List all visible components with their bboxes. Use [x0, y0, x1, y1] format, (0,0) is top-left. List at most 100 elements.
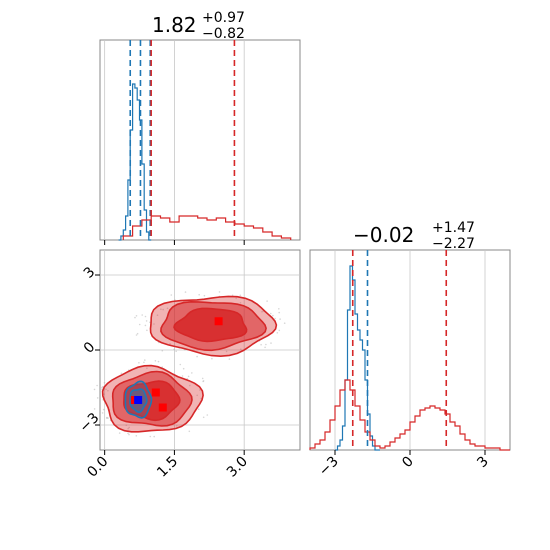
scatter-point-1-55: [278, 311, 281, 314]
scatter-point-1-27: [228, 358, 231, 360]
scatter-point-1-0: [153, 323, 155, 325]
scatter-point-1-23: [270, 342, 272, 344]
panel-bottom-left-scatter: [93, 291, 286, 438]
scatter-point-0-47: [201, 377, 204, 380]
scatter-point-1-10: [141, 314, 143, 316]
bl-ytick-label-0: −3: [77, 410, 103, 436]
scatter-point-0-34: [146, 367, 148, 370]
scatter-point-0-58: [93, 408, 96, 410]
scatter-point-1-29: [161, 349, 164, 352]
scatter-point-0-57: [189, 384, 191, 387]
scatter-point-1-20: [146, 329, 148, 332]
scatter-point-1-28: [135, 334, 138, 336]
scatter-point-1-45: [218, 291, 221, 293]
panel-bottom-left: 0.0 1.5 3.0 −3 0 3: [77, 249, 301, 481]
scatter-point-0-43: [128, 433, 130, 436]
scatter-point-1-26: [138, 323, 141, 326]
scatter-point-0-5: [138, 362, 140, 364]
scatter-point-0-44: [144, 359, 146, 361]
scatter-point-0-20: [120, 372, 123, 375]
panel-bottom-right-ticks: −3 0 3: [316, 450, 492, 479]
scatter-point-1-17: [279, 318, 281, 320]
panel-top-left-hist-0: [118, 83, 152, 241]
scatter-point-1-2: [270, 312, 272, 315]
scatter-point-0-37: [188, 430, 191, 433]
scatter-point-1-56: [144, 315, 147, 318]
scatter-point-0-22: [154, 360, 157, 362]
marker-series0-3: [214, 317, 223, 326]
scatter-point-1-40: [231, 294, 234, 297]
scatter-point-1-58: [160, 308, 162, 311]
panel-top-left-title-value: 1.82: [152, 13, 197, 37]
panel-top-left-grid: [104, 40, 245, 240]
scatter-point-0-32: [96, 384, 98, 387]
scatter-point-1-24: [135, 315, 138, 317]
bl-ytick-label-1: 0: [81, 339, 99, 357]
br-xtick-label-1: 0: [399, 454, 417, 472]
scatter-point-1-30: [156, 314, 159, 317]
scatter-point-0-21: [202, 380, 205, 382]
panel-bottom-right-title: −0.02 +1.47 −2.27: [353, 220, 475, 252]
panel-top-left-quantile-lines: [129, 40, 236, 240]
scatter-point-1-1: [198, 293, 200, 296]
contour-series0-mode1-level2: [173, 307, 248, 343]
scatter-point-0-49: [106, 417, 108, 419]
scatter-point-1-14: [278, 308, 280, 310]
scatter-point-0-30: [197, 408, 200, 411]
scatter-point-1-42: [276, 332, 279, 334]
panel-bottom-left-markers: [130, 317, 223, 412]
marker-series0-2: [158, 403, 167, 412]
panel-bottom-left-contours: [101, 295, 278, 433]
scatter-point-0-18: [102, 408, 105, 411]
scatter-point-0-55: [157, 360, 160, 363]
scatter-point-1-31: [278, 329, 281, 332]
bl-ytick-label-2: 3: [81, 264, 99, 282]
scatter-point-1-5: [239, 302, 242, 304]
scatter-point-1-22: [175, 350, 177, 353]
scatter-point-1-11: [170, 294, 173, 296]
scatter-point-0-31: [101, 386, 104, 388]
panel-bottom-right-hist-0: [335, 265, 380, 451]
scatter-point-0-0: [96, 397, 99, 399]
scatter-point-0-15: [127, 427, 129, 430]
marker-series0-1: [151, 388, 160, 397]
scatter-point-0-48: [93, 388, 96, 391]
scatter-point-0-36: [143, 361, 145, 364]
scatter-point-0-39: [149, 435, 152, 438]
scatter-point-0-16: [179, 363, 182, 366]
scatter-point-1-25: [260, 343, 262, 346]
panel-top-left-title: 1.82 +0.97 −0.82: [152, 10, 245, 42]
scatter-point-1-19: [136, 332, 139, 335]
scatter-point-1-36: [272, 314, 274, 317]
bl-xtick-label-2: 3.0: [224, 454, 251, 481]
marker-series1-0: [134, 396, 143, 404]
scatter-point-0-19: [182, 367, 185, 370]
scatter-point-0-52: [196, 394, 198, 397]
scatter-point-1-46: [184, 291, 187, 293]
scatter-point-1-37: [134, 316, 136, 319]
panel-bottom-right-quantile-lines: [351, 250, 448, 450]
scatter-point-0-25: [153, 435, 155, 438]
scatter-point-0-27: [107, 389, 109, 392]
scatter-point-0-59: [176, 425, 178, 427]
scatter-point-0-11: [206, 414, 209, 416]
br-xtick-label-2: 3: [474, 454, 492, 472]
scatter-point-1-43: [274, 317, 276, 320]
scatter-point-0-6: [125, 424, 128, 427]
scatter-point-1-21: [266, 300, 268, 302]
scatter-point-0-50: [191, 372, 193, 374]
panel-bottom-right-hist-1: [309, 379, 510, 451]
panel-bottom-right: −3 0 3 −0.02 +1.47 −2.27: [309, 220, 511, 479]
scatter-point-0-12: [187, 375, 190, 378]
scatter-point-1-34: [144, 324, 147, 327]
panel-top-left-title-minus: −0.82: [202, 26, 245, 42]
panel-bottom-right-title-value: −0.02: [353, 223, 414, 247]
scatter-point-0-28: [199, 389, 201, 391]
panel-top-left-ticks: [104, 240, 245, 245]
scatter-point-0-54: [118, 432, 121, 434]
scatter-point-0-14: [103, 381, 106, 384]
scatter-point-1-59: [166, 307, 169, 310]
scatter-point-1-44: [239, 294, 242, 297]
scatter-point-0-8: [128, 426, 130, 429]
scatter-point-1-9: [283, 322, 286, 325]
